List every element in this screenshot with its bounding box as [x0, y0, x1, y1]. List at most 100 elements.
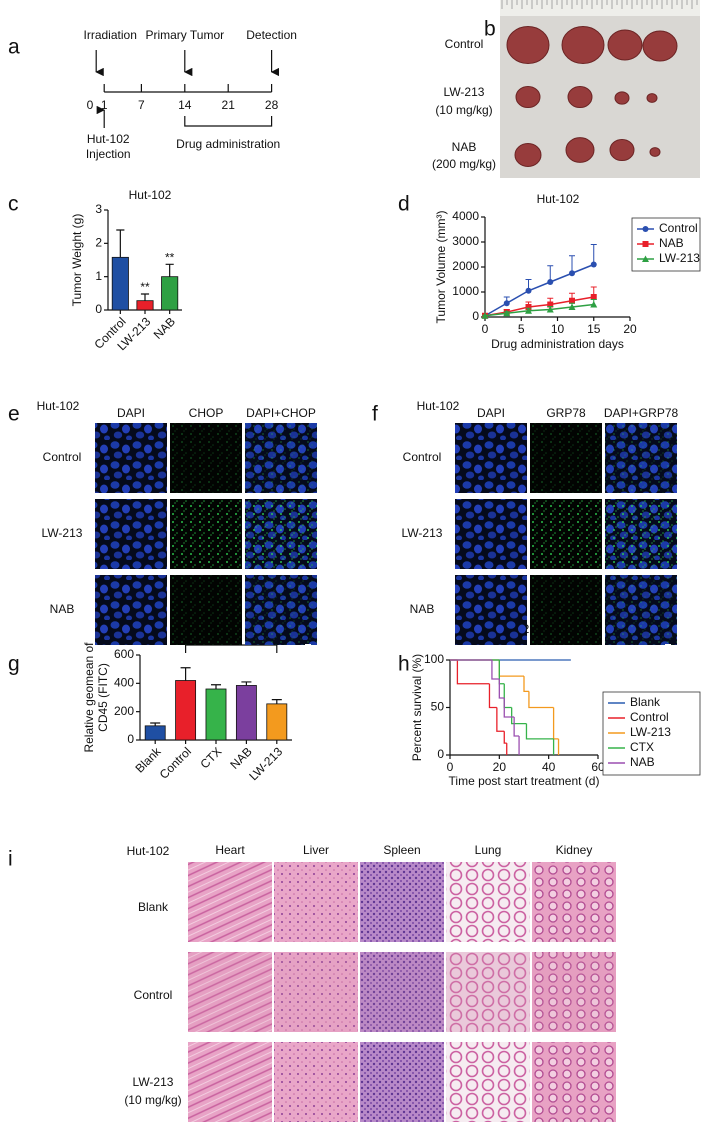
- bar: [111, 256, 129, 311]
- error-bar: [241, 681, 252, 686]
- event-label: Primary Tumor: [145, 28, 224, 42]
- x-tick-label: 5: [518, 322, 525, 336]
- bar: [205, 688, 227, 741]
- group-label: LW-213: [444, 85, 485, 99]
- significance: **: [165, 251, 175, 265]
- tissue-shade: [360, 952, 444, 1032]
- green-signal: [530, 499, 602, 569]
- panel-letter: i: [8, 848, 13, 871]
- tumor: [561, 26, 605, 64]
- panel-letter: a: [8, 36, 20, 59]
- bar: [235, 685, 257, 741]
- y-tick-label: 0: [127, 732, 134, 746]
- green-signal: [245, 575, 317, 645]
- x-tick-label: LW-213: [246, 744, 285, 783]
- y-tick-label: 2000: [452, 259, 479, 273]
- column-label: Lung: [475, 843, 502, 857]
- survival-step: [523, 676, 529, 692]
- y-tick-label: 0: [472, 309, 479, 323]
- timeline-tick-label: 7: [138, 98, 145, 112]
- series-line: [484, 303, 594, 317]
- survival-step: [491, 660, 500, 680]
- row-label: Blank: [138, 900, 169, 914]
- ruler: [500, 0, 700, 16]
- point: [525, 304, 532, 310]
- error-bar: [271, 699, 282, 704]
- histology-image: [532, 862, 616, 942]
- tissue-shade: [532, 952, 616, 1032]
- point: [590, 294, 597, 300]
- survival-step: [498, 660, 505, 685]
- row-label: LW-213: [133, 1075, 174, 1089]
- legend-marker: [642, 226, 649, 232]
- tumor: [649, 147, 661, 157]
- tumor: [642, 30, 678, 62]
- x-tick-label: 60: [591, 760, 605, 774]
- column-label: Liver: [303, 843, 329, 857]
- point: [568, 303, 576, 310]
- x-tick-label: NAB: [151, 314, 178, 341]
- micrograph: [455, 423, 527, 493]
- histology-image: [274, 862, 358, 942]
- histology-image: [446, 1042, 530, 1122]
- timeline-tick-label: 1: [101, 98, 108, 112]
- y-tick-label: 600: [114, 647, 134, 661]
- legend-label: NAB: [630, 755, 655, 769]
- histology-image: [360, 862, 444, 942]
- histology-image: [532, 952, 616, 1032]
- panel-letter: d: [398, 193, 410, 216]
- point: [590, 301, 598, 308]
- legend-marker: [642, 241, 649, 247]
- column-label: Kidney: [556, 843, 593, 857]
- timeline-tick-label: 14: [178, 98, 192, 112]
- y-axis-label: Relative geomean of: [82, 642, 96, 753]
- panel-letter: h: [398, 653, 410, 676]
- legend-label: CTX: [630, 740, 654, 754]
- point: [481, 312, 489, 319]
- micrograph: [455, 575, 527, 645]
- group-label: Control: [445, 37, 484, 51]
- y-tick-label: 4000: [452, 209, 479, 223]
- column-label: GRP78: [546, 406, 586, 420]
- point: [569, 270, 575, 277]
- tumor: [515, 85, 541, 109]
- histology-image: [274, 952, 358, 1032]
- point: [503, 309, 511, 317]
- y-tick-label: 3: [95, 202, 102, 216]
- micrograph: [95, 423, 167, 493]
- x-tick-label: 20: [493, 760, 507, 774]
- survival-step: [552, 707, 559, 740]
- green-signal: [245, 499, 317, 569]
- column-label: DAPI: [477, 406, 505, 420]
- green-signal: [605, 575, 677, 645]
- error-bar: [210, 684, 222, 689]
- point: [547, 301, 554, 308]
- y-tick-label: 0: [437, 747, 444, 761]
- row-label: LW-213: [402, 526, 443, 540]
- survival-step: [525, 723, 554, 740]
- timeline-tick-label: 28: [265, 98, 279, 112]
- row-label: Control: [43, 450, 82, 464]
- x-tick-label: 40: [542, 760, 556, 774]
- cell-line-label: Hut-102: [127, 844, 170, 858]
- survival-step: [511, 707, 527, 725]
- x-tick-label: Control: [157, 744, 194, 781]
- error-bar: [590, 244, 597, 265]
- injection-label: Hut-102: [87, 132, 130, 146]
- x-axis-label: Drug administration days: [491, 337, 624, 351]
- y-axis-label: Tumor Weight (g): [70, 214, 84, 307]
- tumor: [646, 93, 658, 103]
- error-bar: [165, 263, 174, 277]
- y-tick-label: 50: [431, 700, 445, 714]
- survival-step: [496, 707, 505, 732]
- y-axis-label: Percent survival (%): [410, 654, 424, 761]
- point: [547, 279, 554, 285]
- survival-step: [528, 691, 554, 709]
- x-tick-label: 10: [551, 322, 565, 336]
- cell-line-label: Hut-102: [37, 399, 80, 413]
- panel-letter: c: [8, 193, 19, 216]
- legend-marker: [642, 255, 649, 262]
- bar: [266, 703, 288, 741]
- green-signal: [605, 423, 677, 493]
